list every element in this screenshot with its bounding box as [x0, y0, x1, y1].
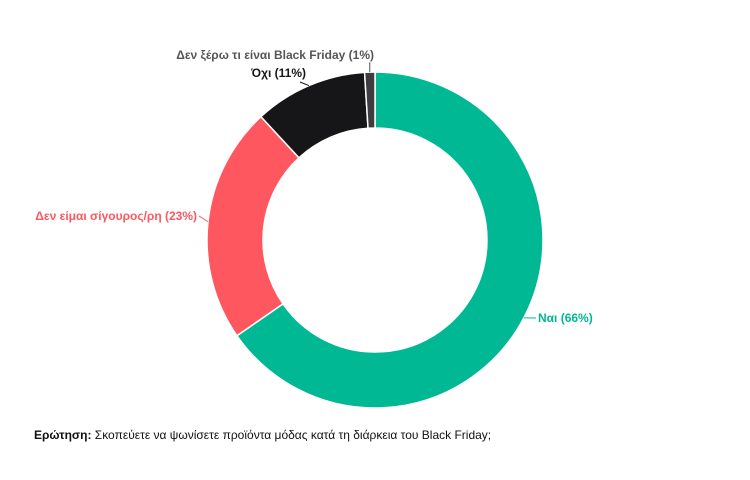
donut-slices [206, 71, 544, 409]
label-leader-lines [198, 62, 537, 319]
leader-line-1 [198, 215, 209, 223]
donut-slice-0 [235, 71, 544, 409]
leader-line-2 [299, 81, 310, 87]
slice-labels: Ναι (66%) Δεν είμαι σίγουρος/ρη (23%) Όχι … [35, 48, 592, 325]
question-text: Σκοπεύετε να ψωνίσετε προϊόντα μόδας κατ… [91, 428, 492, 442]
slice-label-3: Δεν ξέρω τι είναι Black Friday (1%) [176, 48, 374, 62]
slice-label-2: Όχι (11%) [250, 66, 306, 80]
leader-line-3 [369, 62, 371, 73]
donut-chart: Ναι (66%) Δεν είμαι σίγουρος/ρη (23%) Όχι … [35, 48, 593, 409]
question-footer: Ερώτηση: Σκοπεύετε να ψωνίσετε προϊόντα … [34, 428, 734, 442]
question-label: Ερώτηση: [34, 428, 92, 442]
donut-slice-1 [206, 115, 301, 337]
slice-label-1: Δεν είμαι σίγουρος/ρη (23%) [35, 209, 197, 223]
donut-slice-3 [363, 71, 376, 130]
slice-label-0: Ναι (66%) [538, 311, 593, 325]
